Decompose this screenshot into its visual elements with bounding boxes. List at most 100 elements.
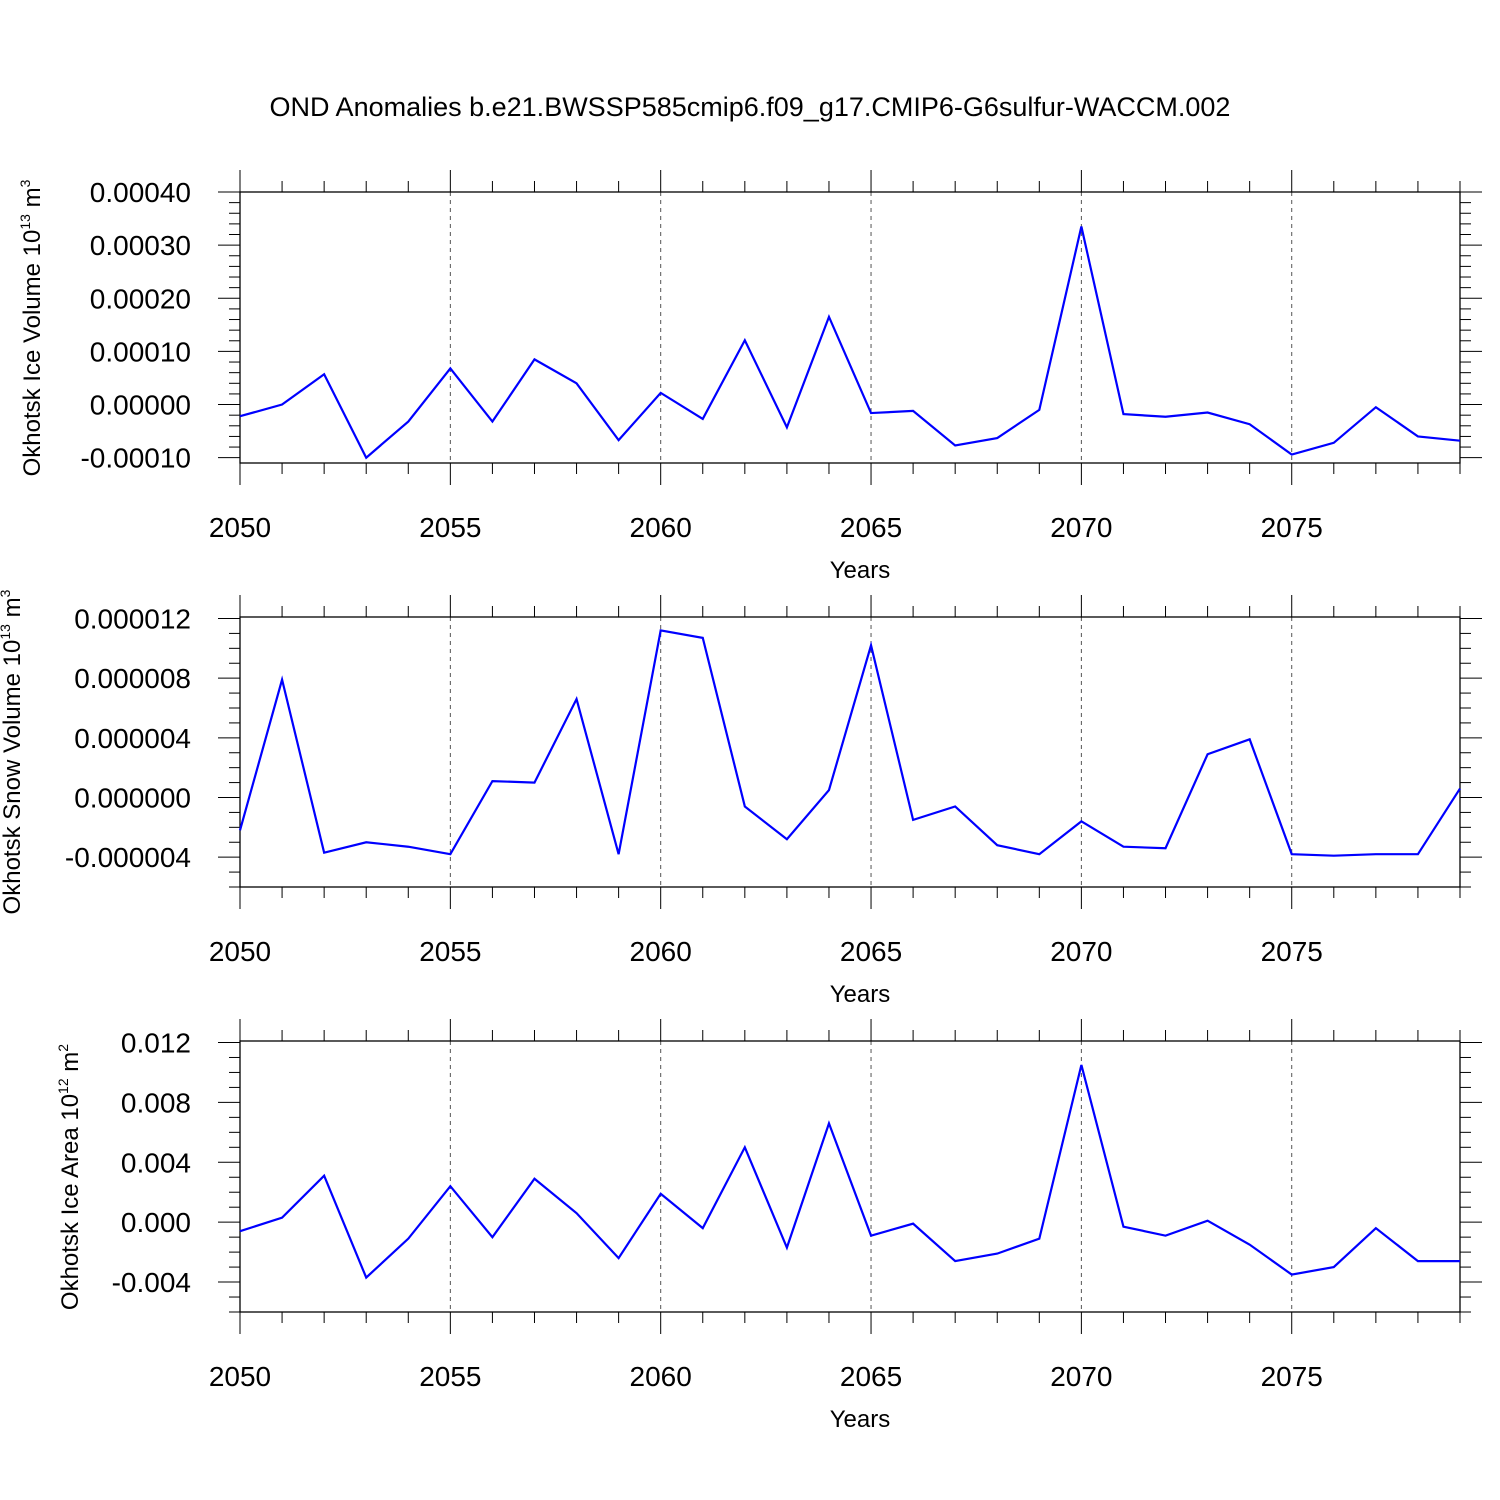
x-tick-label: 2065 — [840, 512, 902, 543]
data-point — [1459, 788, 1461, 790]
data-point — [996, 437, 998, 439]
x-tick-label: 2070 — [1050, 512, 1112, 543]
y-axis-title: Okhotsk Snow Volume 1013 m3 — [0, 589, 26, 914]
plot-frame — [239, 616, 1461, 888]
data-point — [1375, 853, 1377, 855]
plot-frame — [239, 1040, 1461, 1313]
data-point — [870, 644, 872, 646]
data-point — [1038, 409, 1040, 411]
y-tick-label: 0.000008 — [74, 663, 191, 694]
data-point — [618, 439, 620, 441]
y-axis-title: Okhotsk Ice Volume 1013 m3 — [17, 179, 46, 476]
data-point — [1080, 820, 1082, 822]
data-point — [996, 844, 998, 846]
data-point — [533, 782, 535, 784]
chart-panel-snow-volume: 2050 2055 2060 2065 2070 2075 Years -0.000004 0.… — [0, 589, 1482, 1008]
data-point — [1207, 1220, 1209, 1222]
y-tick-label: 0.00000 — [90, 390, 191, 421]
data-point — [828, 316, 830, 318]
data-point — [702, 1227, 704, 1229]
x-tick-label: 2060 — [630, 936, 692, 967]
y-tick-label: 0.000004 — [74, 723, 191, 754]
data-point — [912, 1223, 914, 1225]
data-point — [239, 415, 241, 417]
data-point — [828, 789, 830, 791]
data-point — [491, 780, 493, 782]
data-point — [239, 1230, 241, 1232]
x-tick-label: 2050 — [209, 512, 271, 543]
series-line-ice-area — [239, 1064, 1460, 1280]
data-point — [323, 373, 325, 375]
data-point — [1122, 413, 1124, 415]
data-point — [912, 410, 914, 412]
data-point — [870, 412, 872, 414]
data-point — [912, 819, 914, 821]
y-tick-label: -0.004 — [112, 1267, 191, 1298]
x-tick-label: 2075 — [1261, 512, 1323, 543]
x-tick-label: 2055 — [419, 1361, 481, 1392]
data-point — [1122, 846, 1124, 848]
data-point — [1038, 853, 1040, 855]
data-point — [1249, 423, 1251, 425]
data-point — [744, 805, 746, 807]
x-tick-label: 2060 — [630, 512, 692, 543]
chart-title: OND Anomalies b.e21.BWSSP585cmip6.f09_g1… — [270, 92, 1231, 122]
y-tick-label: 0.004 — [121, 1147, 191, 1178]
data-point — [1375, 1227, 1377, 1229]
y-tick-label: 0.012 — [121, 1027, 191, 1058]
data-point — [1207, 412, 1209, 414]
data-point — [407, 846, 409, 848]
data-point — [323, 1175, 325, 1177]
x-tick-label: 2075 — [1261, 936, 1323, 967]
x-tick-label: 2065 — [840, 1361, 902, 1392]
data-point — [1417, 1260, 1419, 1262]
y-tick-label: 0.00040 — [90, 177, 191, 208]
data-point — [660, 392, 662, 394]
x-tick-label: 2070 — [1050, 936, 1112, 967]
data-point — [1165, 847, 1167, 849]
x-tick-label: 2050 — [209, 1361, 271, 1392]
data-point — [365, 457, 367, 459]
data-point — [281, 1217, 283, 1219]
data-point — [1249, 738, 1251, 740]
data-point — [239, 829, 241, 831]
data-point — [1080, 226, 1082, 228]
data-point — [1333, 1266, 1335, 1268]
data-point — [576, 382, 578, 384]
data-point — [1207, 753, 1209, 755]
data-point — [786, 1247, 788, 1249]
data-point — [618, 853, 620, 855]
y-axis-title: Okhotsk Ice Area 1012 m2 — [55, 1044, 84, 1310]
data-point — [870, 1235, 872, 1237]
data-point — [1417, 435, 1419, 437]
x-tick-label: 2055 — [419, 936, 481, 967]
data-point — [323, 852, 325, 854]
x-axis-title: Years — [830, 1406, 891, 1433]
data-point — [1459, 1260, 1461, 1262]
x-tick-label: 2055 — [419, 512, 481, 543]
series-line-snow-volume — [238, 629, 1461, 857]
y-tick-label: 0.00020 — [90, 283, 191, 314]
chart-panel-ice-volume: 2050 2055 2060 2065 2070 2075 Years -0.00010 0.0… — [17, 170, 1482, 584]
x-tick-label: 2070 — [1050, 1361, 1112, 1392]
data-point — [1291, 453, 1293, 455]
y-tick-label: 0.000000 — [74, 782, 191, 813]
data-point — [1291, 1274, 1293, 1276]
y-tick-label: 0.000 — [121, 1207, 191, 1238]
data-point — [660, 629, 662, 631]
x-tick-label: 2050 — [209, 936, 271, 967]
x-tick-label: 2060 — [630, 1361, 692, 1392]
data-point — [1080, 1064, 1082, 1066]
data-point — [407, 421, 409, 423]
data-point — [702, 418, 704, 420]
data-point — [491, 1236, 493, 1238]
data-point — [828, 1122, 830, 1124]
x-axis-title: Years — [830, 557, 891, 584]
data-point — [1333, 855, 1335, 857]
x-tick-label: 2065 — [840, 936, 902, 967]
data-point — [1165, 416, 1167, 418]
series-line-ice-volume — [239, 226, 1461, 460]
x-axis-title: Years — [830, 981, 891, 1008]
data-point — [786, 426, 788, 428]
data-point — [1291, 853, 1293, 855]
